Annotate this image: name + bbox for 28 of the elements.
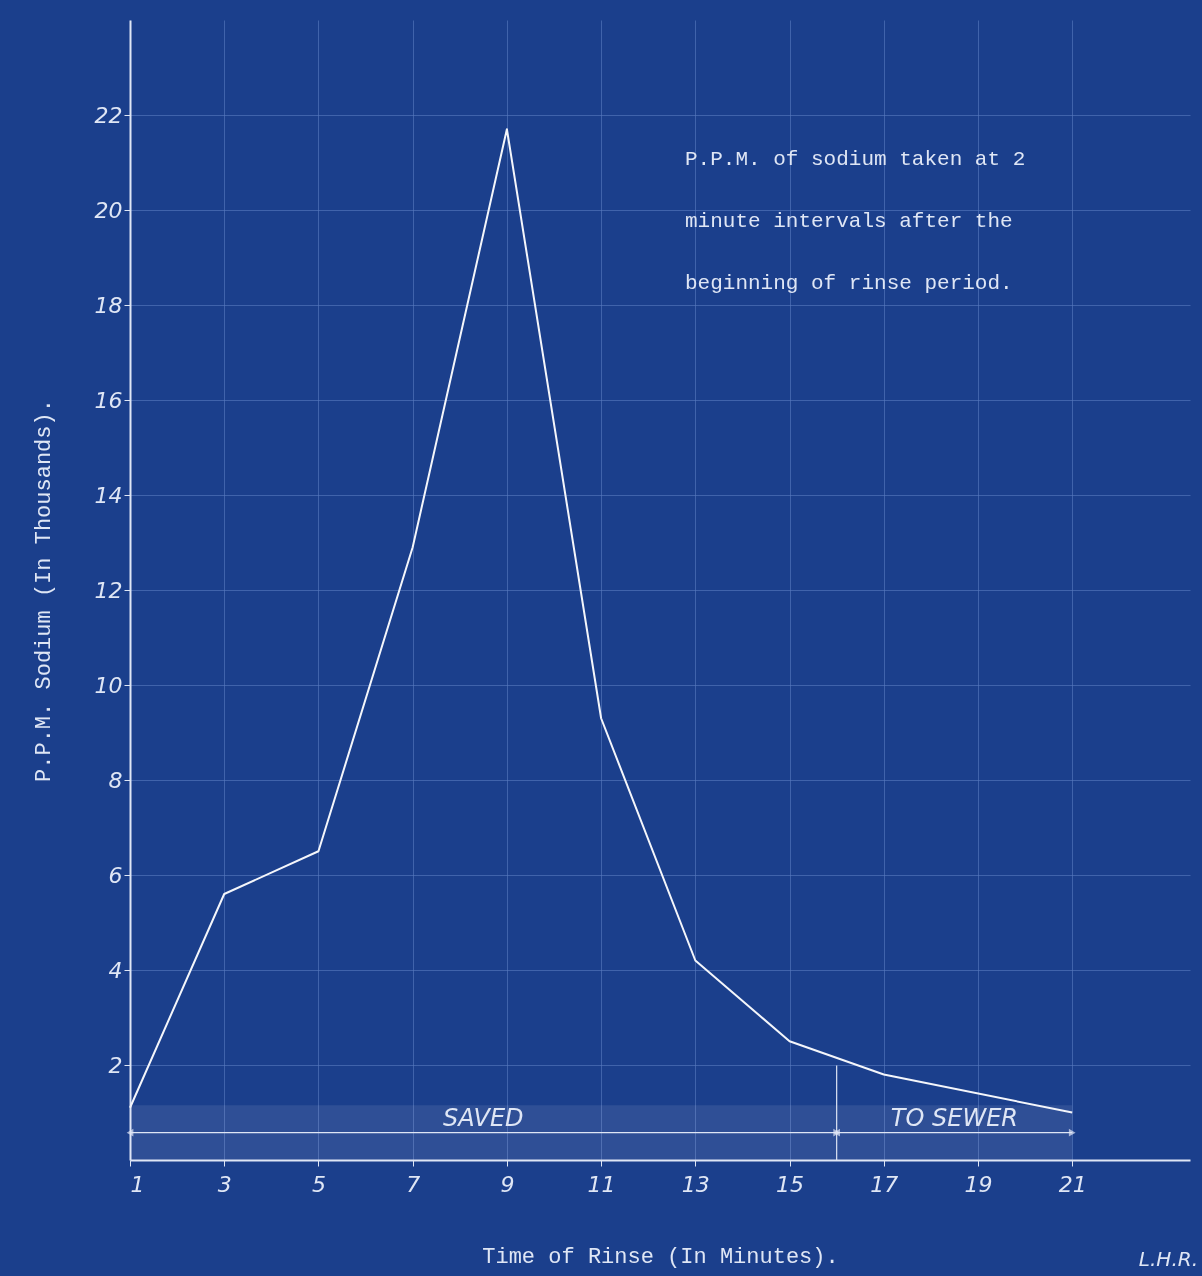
y-tick-label: 8 — [108, 767, 123, 793]
x-tick-label: 17 — [870, 1171, 899, 1197]
x-tick-label: 21 — [1058, 1171, 1087, 1197]
band-label: SAVED — [443, 1103, 524, 1132]
y-tick-label: 10 — [94, 672, 123, 698]
y-axis-title: P.P.M. Sodium (In Thousands). — [31, 399, 57, 782]
x-tick-label: 9 — [500, 1171, 515, 1197]
x-tick-label: 13 — [681, 1171, 710, 1197]
x-tick-label: 3 — [217, 1171, 232, 1197]
x-tick-label: 7 — [406, 1171, 421, 1197]
x-tick-label: 5 — [311, 1171, 326, 1197]
y-tick-label: 6 — [108, 862, 123, 888]
y-tick-label: 4 — [108, 957, 123, 983]
x-tick-label: 11 — [587, 1171, 616, 1197]
x-tick-label: 15 — [776, 1171, 805, 1197]
y-tick-label: 12 — [94, 577, 123, 603]
x-axis-title: Time of Rinse (In Minutes). — [482, 1244, 839, 1270]
y-tick-label: 16 — [94, 387, 123, 413]
y-tick-label: 14 — [94, 482, 123, 508]
y-tick-label: 18 — [94, 292, 123, 318]
x-tick-label: 19 — [964, 1171, 993, 1197]
y-tick-label: 22 — [94, 102, 123, 128]
y-tick-label: 20 — [94, 197, 123, 223]
band-label: TO SEWER — [890, 1103, 1019, 1132]
text: P.P.M. of sodium taken at 2 minute intervals after the beginning of rinse period. — [685, 148, 1026, 295]
y-tick-label: 2 — [108, 1052, 123, 1078]
x-tick-label: 1 — [130, 1171, 145, 1197]
text: L.H.R. — [1138, 1247, 1198, 1271]
